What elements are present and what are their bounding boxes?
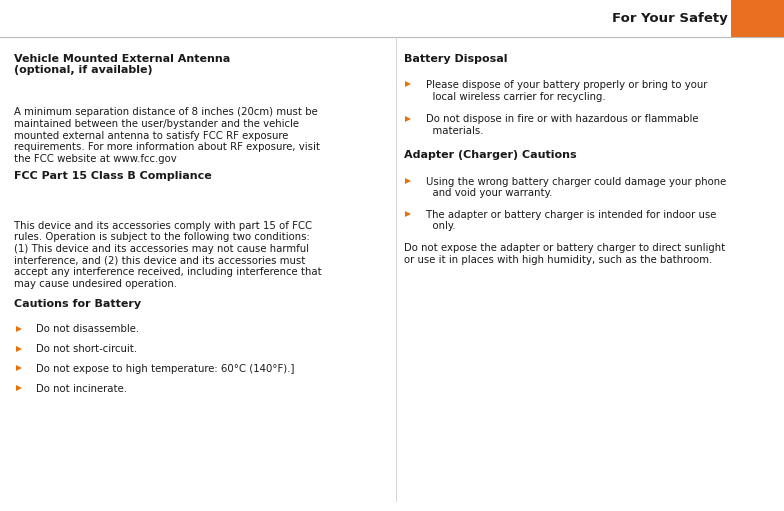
Text: Cautions for Battery: Cautions for Battery xyxy=(14,299,141,309)
Bar xyxy=(0,0,784,37)
Text: Do not incinerate.: Do not incinerate. xyxy=(36,384,127,394)
Text: Please dispose of your battery properly or bring to your
  local wireless carrie: Please dispose of your battery properly … xyxy=(426,80,707,102)
Text: The adapter or battery charger is intended for indoor use
  only.: The adapter or battery charger is intend… xyxy=(426,210,716,231)
Text: Using the wrong battery charger could damage your phone
  and void your warranty: Using the wrong battery charger could da… xyxy=(426,177,726,198)
Text: Do not expose to high temperature: 60°C (140°F).]: Do not expose to high temperature: 60°C … xyxy=(36,364,295,375)
Text: FCC Part 15 Class B Compliance: FCC Part 15 Class B Compliance xyxy=(14,171,212,181)
Text: Vehicle Mounted External Antenna
(optional, if available): Vehicle Mounted External Antenna (option… xyxy=(14,54,230,75)
Text: Battery Disposal: Battery Disposal xyxy=(404,54,507,64)
Text: For Your Safety: For Your Safety xyxy=(612,12,728,25)
Text: Do not short-circuit.: Do not short-circuit. xyxy=(36,344,137,355)
Text: Do not dispose in fire or with hazardous or flammable
  materials.: Do not dispose in fire or with hazardous… xyxy=(426,114,699,136)
Text: Do not expose the adapter or battery charger to direct sunlight
or use it in pla: Do not expose the adapter or battery cha… xyxy=(404,243,725,265)
Text: A minimum separation distance of 8 inches (20cm) must be
maintained between the : A minimum separation distance of 8 inche… xyxy=(14,107,320,164)
Text: This device and its accessories comply with part 15 of FCC
rules. Operation is s: This device and its accessories comply w… xyxy=(14,221,322,289)
Text: Do not disassemble.: Do not disassemble. xyxy=(36,324,140,335)
Text: Adapter (Charger) Cautions: Adapter (Charger) Cautions xyxy=(404,150,576,160)
Bar xyxy=(731,0,784,37)
